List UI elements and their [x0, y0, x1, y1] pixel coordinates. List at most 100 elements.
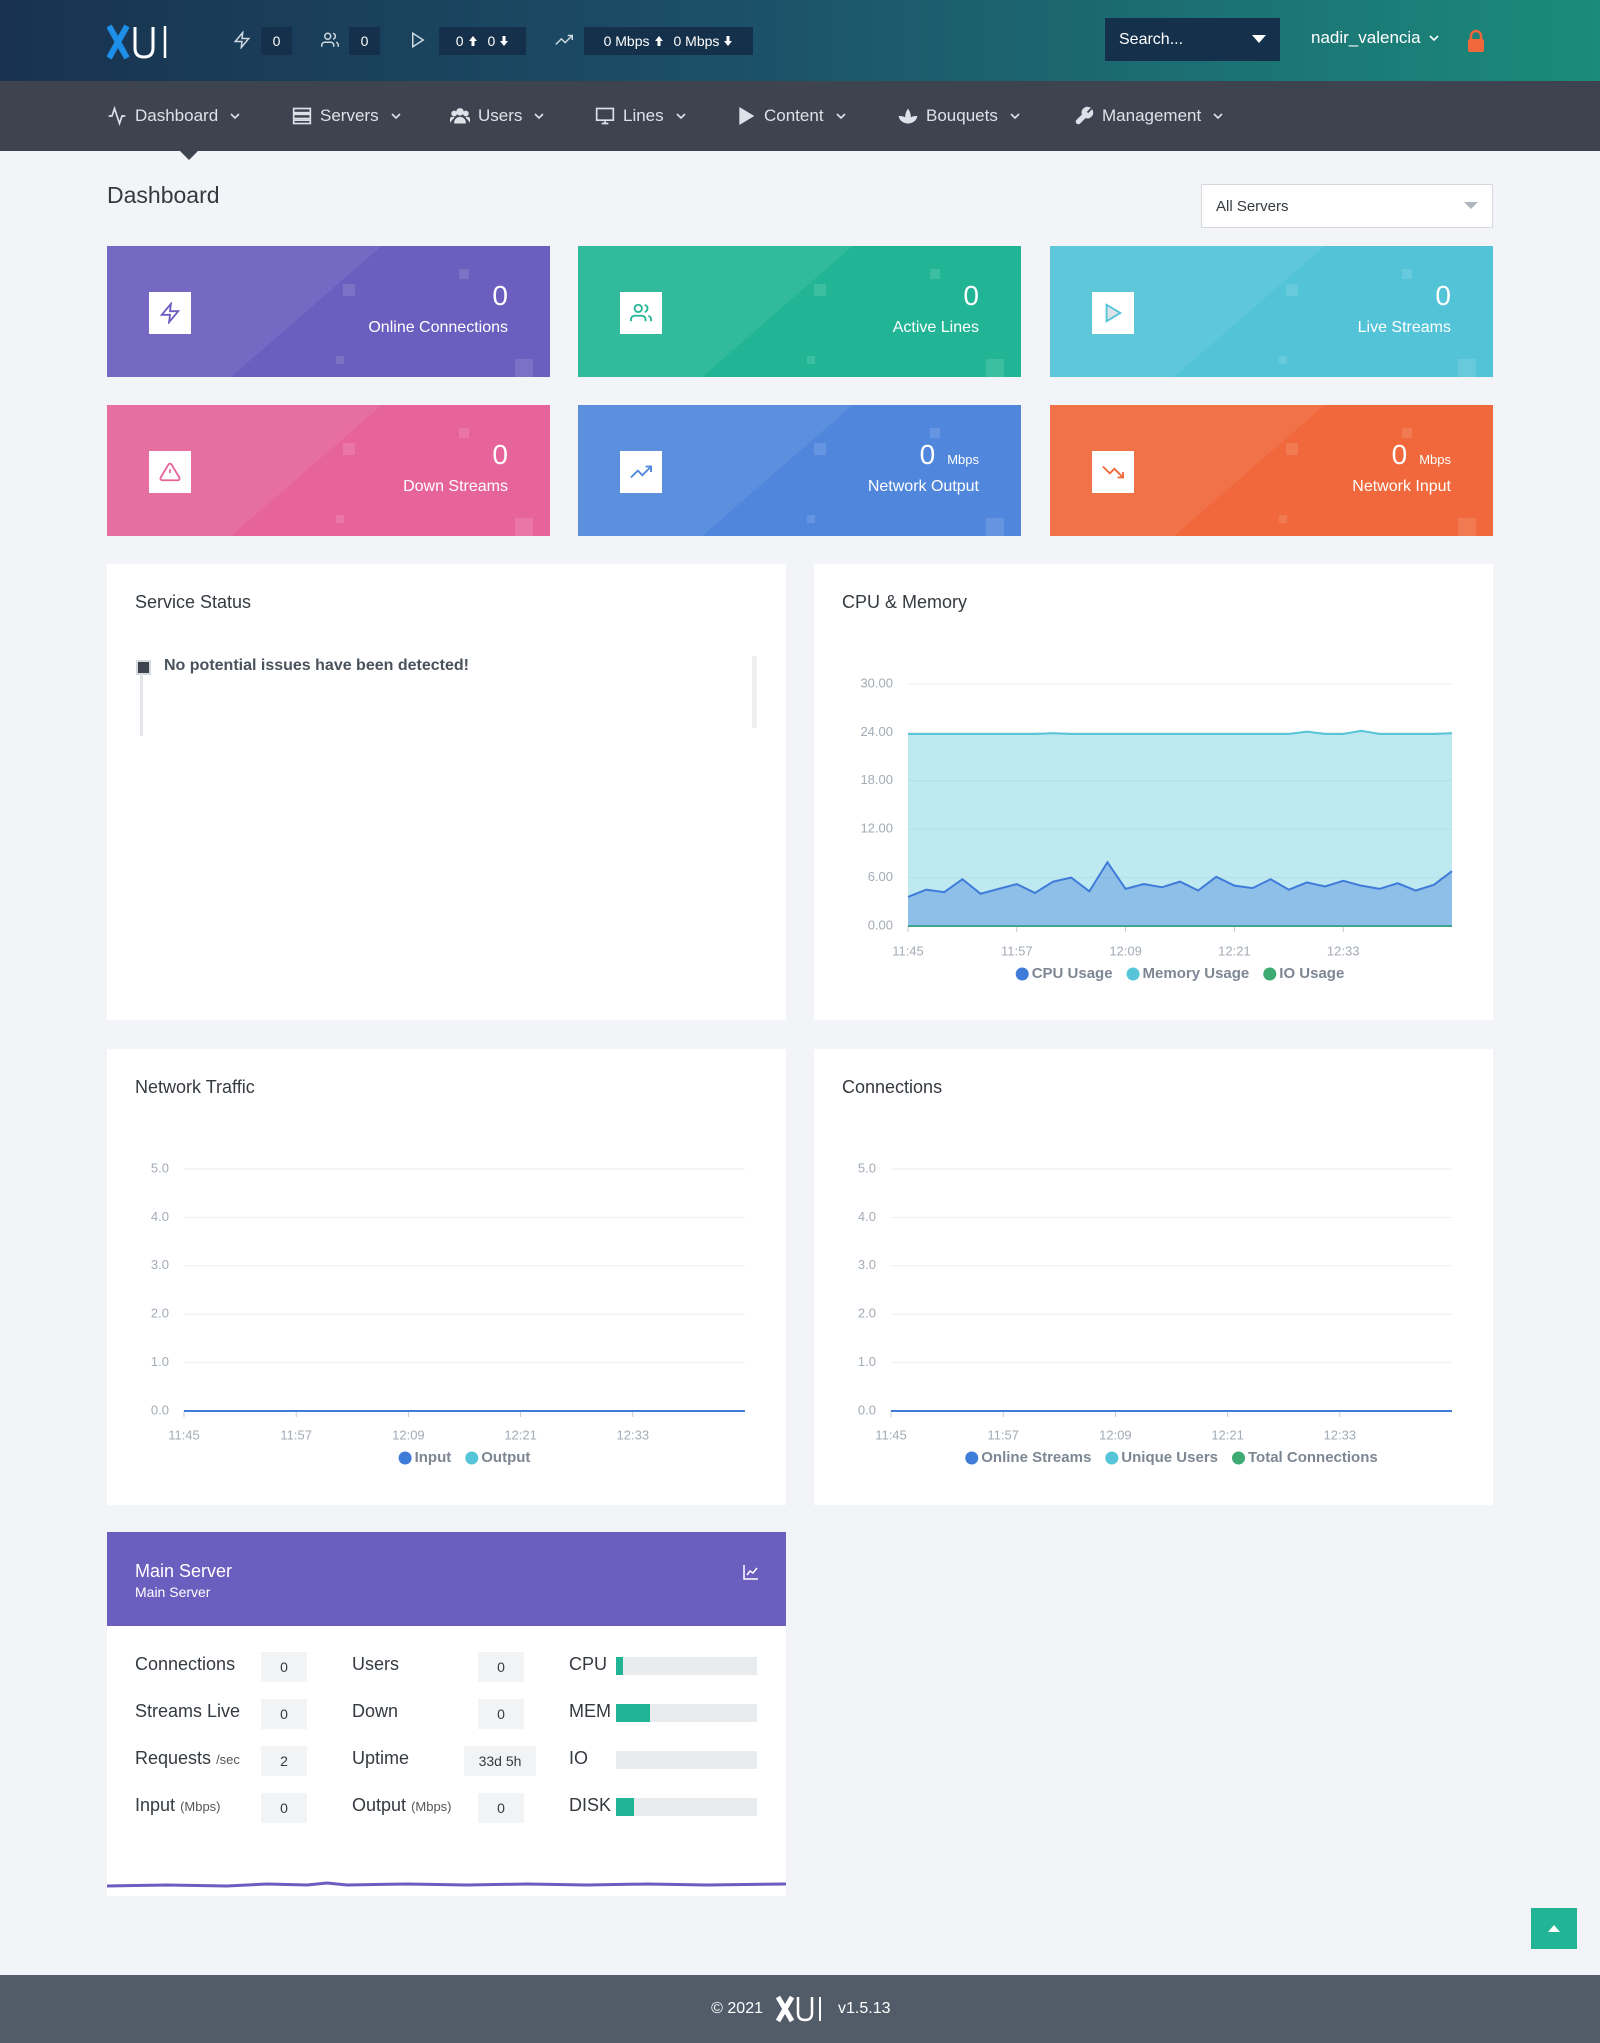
nav-item[interactable]: Bouquets — [898, 81, 1020, 151]
server-header: Main Server Main Server — [107, 1532, 786, 1626]
stat-value: 0 — [261, 1793, 307, 1823]
copyright: © 2021 — [711, 2000, 763, 2017]
caret — [230, 112, 240, 119]
nav-label: Dashboard — [135, 106, 219, 125]
stat-label: Uptime — [352, 1748, 409, 1769]
y-tick-label: 0.00 — [868, 917, 893, 932]
stat-value: 0 Mbps — [673, 33, 720, 49]
nav-item[interactable]: Users — [450, 81, 544, 151]
nav-label: Content — [764, 106, 824, 125]
stat-value: 0 — [487, 33, 496, 49]
play-icon — [412, 31, 425, 49]
legend-label: CPU Usage — [1032, 965, 1113, 982]
nav-label: Servers — [320, 106, 379, 125]
card-value: 0 — [492, 439, 508, 470]
card-deco — [343, 443, 355, 455]
x-tick-label: 11:45 — [875, 1427, 907, 1442]
card-value-row: 0 — [1435, 280, 1451, 312]
x-tick-label: 11:57 — [280, 1427, 312, 1442]
card-deco — [1402, 269, 1412, 279]
stat-value: 0 — [261, 1699, 307, 1729]
scroll-top-button[interactable] — [1531, 1908, 1577, 1949]
y-tick-label: 0.0 — [858, 1402, 876, 1417]
stat-label: Down — [352, 1701, 398, 1722]
icon — [630, 465, 652, 479]
icon — [1102, 465, 1124, 479]
x-tick-label: 12:09 — [1099, 1427, 1132, 1442]
active-indicator — [180, 151, 198, 160]
nav-item[interactable]: Servers — [292, 81, 401, 151]
y-tick-label: 0.0 — [151, 1402, 169, 1417]
stat-value: 0 Mbps — [603, 33, 650, 49]
nav-icon — [739, 107, 755, 125]
stat-label: Streams Live — [135, 1701, 240, 1722]
down-arrow — [500, 36, 509, 46]
down-arrow — [724, 36, 733, 46]
y-tick-label: 12.00 — [860, 821, 893, 836]
card-icon — [149, 451, 191, 493]
footer: © 2021 v1.5.13 — [0, 1975, 1600, 2043]
nav-item[interactable]: Dashboard — [107, 81, 240, 151]
stat-card: 0 Mbps Network Output — [578, 405, 1021, 536]
user-menu[interactable]: nadir_valencia — [1311, 28, 1439, 48]
y-tick-label: 4.0 — [858, 1209, 876, 1224]
x-tick-label: 12:33 — [1327, 943, 1360, 958]
card-label: Network Output — [867, 478, 979, 495]
stat-card: 0 Down Streams — [107, 405, 550, 536]
search-box[interactable]: Search... — [1105, 18, 1280, 61]
y-tick-label: 2.0 — [151, 1306, 169, 1321]
card-deco — [336, 356, 344, 364]
usage-bar — [616, 1657, 624, 1675]
nav-label: Users — [478, 106, 523, 125]
card-icon — [620, 292, 662, 334]
nav-item[interactable]: Lines — [595, 81, 686, 151]
lock-icon[interactable] — [1466, 29, 1486, 53]
usage-track — [616, 1751, 757, 1769]
x-tick-label: 11:57 — [1001, 943, 1033, 958]
usage-label: DISK — [569, 1795, 612, 1815]
timeline — [140, 674, 143, 736]
nav-item[interactable]: Management — [1074, 81, 1223, 151]
y-tick-label: 1.0 — [151, 1354, 169, 1369]
label-unit: (Mbps) — [411, 1799, 452, 1814]
usage-bar — [616, 1704, 650, 1722]
server-select[interactable]: All Servers — [1201, 184, 1493, 228]
legend-swatch — [1232, 1451, 1246, 1465]
caret — [1429, 34, 1439, 41]
nav-item[interactable]: Content — [736, 81, 846, 151]
card-deco — [1279, 356, 1287, 364]
nav-icon — [450, 108, 470, 124]
nav-icon — [898, 108, 918, 124]
caret — [1252, 35, 1266, 43]
stat-card: 0 Online Connections — [107, 246, 550, 377]
label-text: Requests — [135, 1748, 212, 1768]
y-tick-label: 3.0 — [858, 1257, 876, 1272]
legend-swatch — [1263, 967, 1277, 981]
stat-value: 0 — [261, 1652, 307, 1682]
x-tick-label: 12:21 — [1218, 943, 1251, 958]
label-unit: /sec — [216, 1752, 240, 1767]
label-text: Input — [135, 1795, 176, 1815]
card-label: Network Input — [1352, 478, 1451, 495]
stat-value: 0 — [478, 1699, 524, 1729]
nav-bar: Dashboard Servers Users Lines Content Bouquet… — [0, 81, 1600, 151]
y-tick-label: 5.0 — [151, 1160, 169, 1175]
legend-label: Memory Usage — [1143, 965, 1250, 982]
icon — [159, 462, 181, 482]
chart-icon[interactable] — [743, 1564, 759, 1580]
server-subtitle: Main Server — [135, 1584, 211, 1600]
legend-label: Input — [415, 1449, 452, 1466]
version: v1.5.13 — [838, 2000, 891, 2017]
network-traffic-panel: Network Traffic 0.0 1.0 2.0 3.0 4.0 5.0 11:45 1… — [107, 1049, 786, 1505]
bandwidth-stat: 0 Mbps 0 Mbps — [584, 27, 753, 55]
nav-icon — [595, 107, 615, 125]
label-text: Down — [352, 1701, 399, 1721]
icon — [630, 303, 652, 322]
card-deco — [1286, 443, 1298, 455]
nav-label: Lines — [623, 106, 664, 125]
legend: CPU Usage Memory Usage IO Usage — [1015, 965, 1344, 982]
label-text: Streams Live — [135, 1701, 241, 1721]
nav-icon — [1075, 106, 1094, 125]
up-arrow — [468, 36, 477, 46]
x-tick-label: 11:45 — [892, 943, 924, 958]
